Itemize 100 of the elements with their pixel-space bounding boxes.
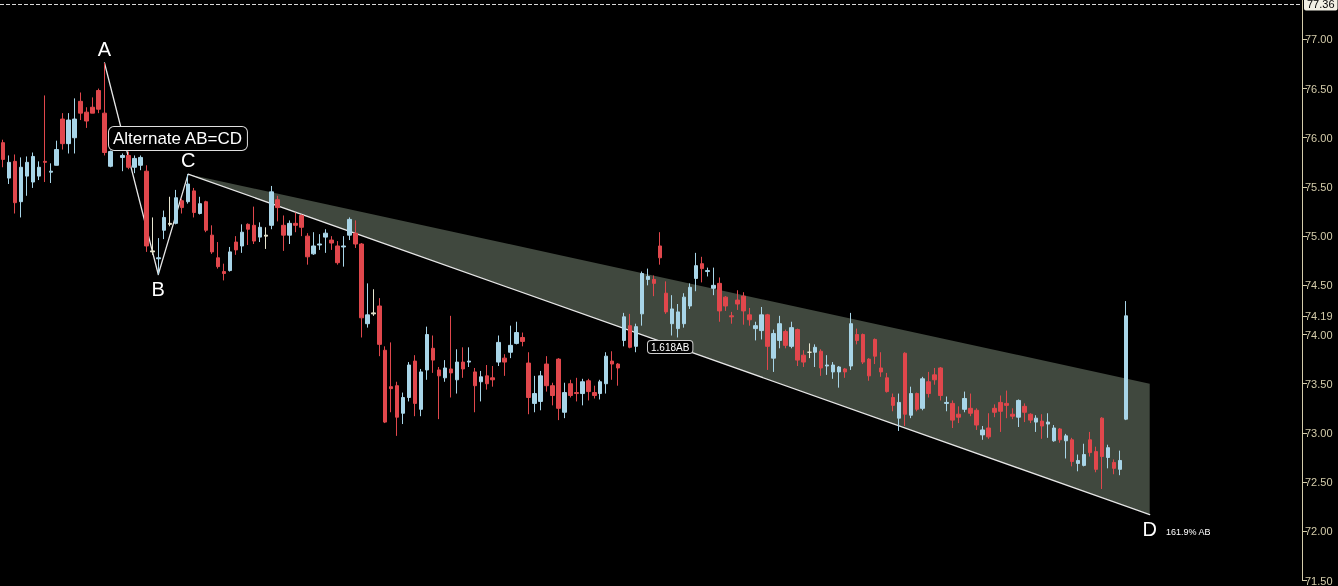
candlestick	[1022, 402, 1027, 423]
ref-line-label: 77.36	[1307, 0, 1335, 10]
candlestick	[204, 200, 208, 233]
candlestick	[240, 223, 244, 254]
candlestick	[437, 366, 441, 420]
candlestick	[335, 240, 340, 266]
candlestick	[682, 292, 686, 329]
candlestick	[305, 232, 310, 266]
candlestick	[258, 221, 262, 243]
candlestick	[1040, 413, 1044, 440]
candlestick	[1064, 433, 1068, 459]
candlestick	[329, 235, 334, 251]
candlestick	[1016, 398, 1021, 428]
candlestick	[640, 271, 644, 327]
candlestick	[198, 196, 202, 215]
candlestick	[891, 393, 895, 412]
candlestick	[628, 313, 632, 349]
candlestick	[926, 371, 931, 398]
y-tick-label: 76.50	[1305, 82, 1333, 95]
candlestick	[1082, 443, 1086, 467]
candlestick	[371, 288, 376, 317]
candlestick	[747, 307, 752, 327]
candlestick	[729, 311, 734, 325]
candlestick	[580, 378, 585, 406]
candlestick	[180, 198, 184, 215]
y-tick-label: 73.00	[1305, 426, 1333, 439]
y-tick-label: 75.50	[1305, 180, 1333, 193]
candlestick	[526, 351, 531, 415]
candlestick	[783, 329, 788, 349]
candlestick	[281, 214, 286, 252]
candlestick	[19, 156, 23, 218]
candlestick	[126, 151, 131, 170]
candlestick	[646, 268, 650, 286]
annotation: 161.9% AB	[1166, 526, 1211, 537]
candlestick	[676, 303, 680, 338]
candlestick	[216, 241, 220, 270]
candlestick	[43, 94, 47, 183]
candlestick	[610, 350, 614, 381]
candlestick	[347, 216, 352, 241]
candlestick	[156, 237, 161, 276]
candlestick	[449, 315, 453, 398]
line-series	[103, 62, 1151, 516]
candlestick	[252, 206, 256, 245]
candlestick	[1028, 412, 1033, 424]
candlestick	[120, 152, 125, 172]
candlestick	[102, 62, 107, 156]
candlestick	[700, 256, 704, 283]
candlestick	[1052, 424, 1056, 443]
candlestick	[789, 321, 794, 349]
candlestick	[7, 154, 11, 185]
candlestick	[425, 326, 429, 381]
candlestick	[144, 164, 149, 253]
candlestick	[652, 274, 656, 297]
data-label: A	[97, 37, 112, 60]
candlestick	[604, 351, 608, 395]
candlestick	[837, 365, 841, 389]
y-tick-label: 74.50	[1305, 279, 1333, 292]
candlestick	[1112, 458, 1116, 475]
candlestick	[401, 392, 405, 425]
candlestick	[496, 335, 501, 367]
candlestick	[813, 343, 817, 368]
y-tick-label: 73.50	[1305, 377, 1333, 390]
candlestick	[765, 313, 770, 371]
candlestick	[419, 368, 423, 417]
candlestick	[228, 246, 232, 273]
candlestick	[634, 323, 638, 353]
candlestick	[13, 153, 17, 215]
candlestick	[915, 392, 919, 412]
candlestick	[60, 112, 65, 151]
candlestick	[341, 235, 346, 268]
annotation: Alternate AB=CD	[113, 129, 242, 148]
candlestick	[586, 378, 591, 401]
candlestick	[461, 346, 465, 379]
candlestick	[694, 252, 698, 292]
candlestick	[825, 354, 829, 376]
candlestick	[986, 412, 991, 440]
candlestick	[807, 342, 812, 359]
candlestick	[467, 346, 471, 368]
candlestick	[688, 282, 692, 310]
candlestick	[705, 267, 710, 277]
candlestick	[186, 173, 190, 205]
candlestick	[831, 361, 835, 380]
y-tick-label: 75.00	[1305, 230, 1333, 243]
candlestick	[222, 263, 226, 281]
candlestick	[287, 219, 292, 245]
candlestick	[903, 351, 907, 427]
candlestick	[275, 195, 280, 222]
data-label: D	[1142, 517, 1157, 540]
candlestick	[479, 370, 483, 402]
candlestick	[1106, 444, 1110, 469]
candlestick	[920, 376, 925, 411]
candlestick	[855, 328, 859, 345]
candlestick	[150, 216, 155, 256]
y-tick-label: 77.00	[1305, 33, 1333, 46]
candlestick	[508, 325, 513, 359]
candlestick	[192, 187, 196, 218]
y-tick-label: 74.00	[1305, 328, 1333, 341]
candlestick	[1094, 446, 1098, 473]
candlestick	[520, 332, 525, 347]
candlestick	[455, 348, 459, 395]
